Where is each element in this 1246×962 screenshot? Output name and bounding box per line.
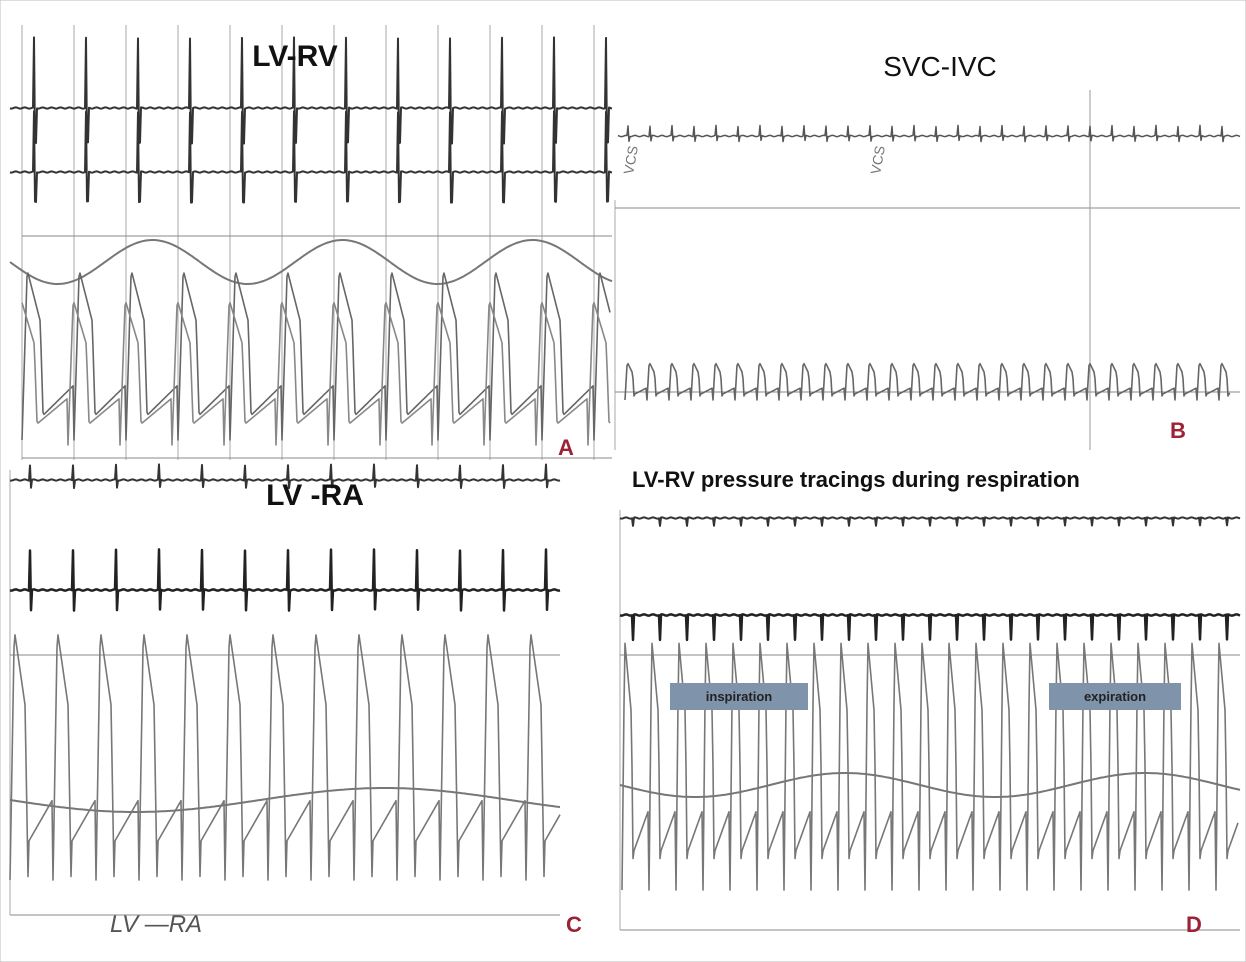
ecg-trace [9,463,561,490]
annotation: VCS [867,144,888,175]
pressure-trace [624,362,1231,401]
phase-label: inspiration [706,689,773,704]
panel-letter: C [566,912,582,937]
pressure-trace [21,272,611,441]
panel-title: LV-RV [252,40,338,73]
pressure-trace [21,301,611,446]
panel-title: LV-RV pressure tracings during respirati… [632,467,1080,492]
pressure-trace [9,634,561,881]
ecg-trace [619,613,1241,642]
panel-letter: B [1170,418,1186,443]
panel-letter: D [1186,912,1202,937]
ecg-trace [9,110,613,204]
tracings [9,25,1241,931]
pressure-trace [621,642,1239,891]
panel-title: LV -RA [266,479,364,512]
handwriting: LV —RA [110,911,202,938]
ecg-trace [9,36,613,145]
panel-letter: A [558,435,574,460]
inspiration-box [670,683,808,710]
resp-trace [9,239,613,285]
expiration-box [1049,683,1181,710]
ecg-trace [619,516,1241,527]
phase-label: expiration [1084,689,1146,704]
ecg-trace [9,548,561,612]
annotation: VCS [620,144,641,175]
ecg-trace [617,124,1241,143]
panel-title: SVC-IVC [883,51,997,82]
